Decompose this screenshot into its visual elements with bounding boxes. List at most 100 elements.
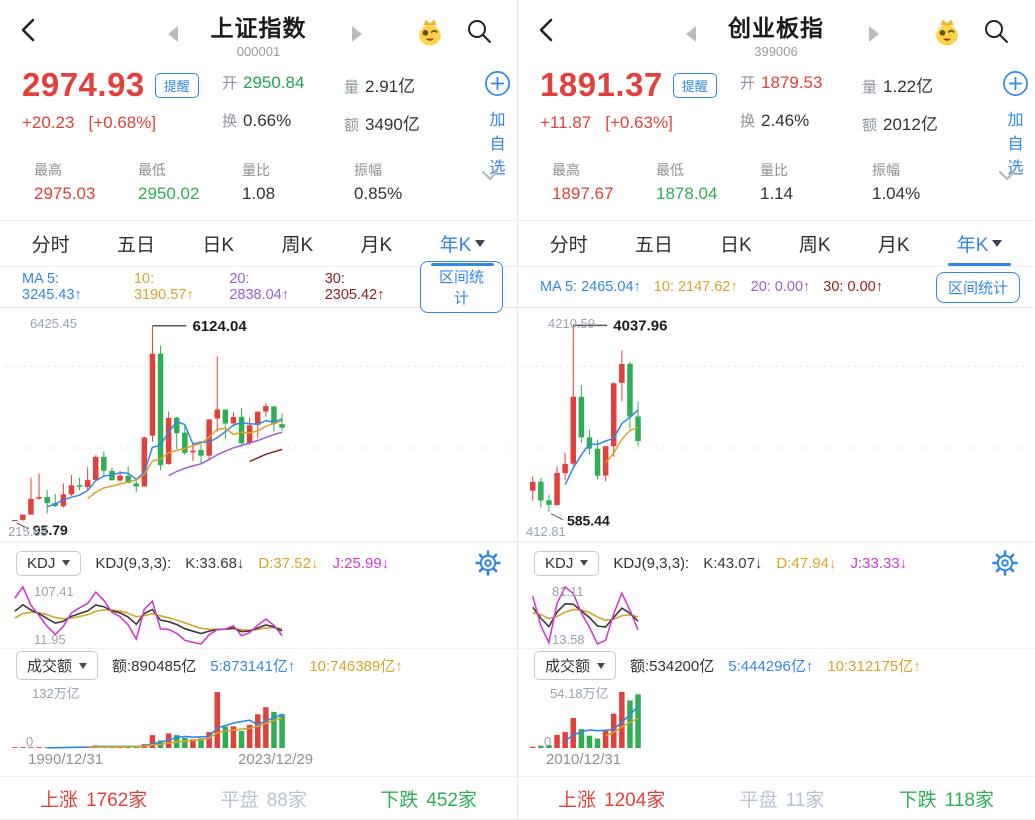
tab-minute[interactable]: 分时 bbox=[549, 235, 588, 256]
unchanged-label: 平盘 bbox=[220, 789, 259, 811]
price-change-pct: [+0.63%] bbox=[605, 113, 673, 132]
kdj-d-value: D:37.52↓ bbox=[258, 554, 319, 572]
kdj-chart[interactable] bbox=[0, 583, 517, 648]
turnover-value: 2.46% bbox=[761, 111, 810, 130]
assistant-emoji-icon[interactable] bbox=[932, 17, 962, 47]
header-bar: 创业板指 399006 bbox=[518, 0, 1034, 62]
kdj-j-value: J:33.33↓ bbox=[850, 554, 908, 572]
kdj-k-value: K:43.07↓ bbox=[703, 554, 763, 572]
next-index-icon[interactable] bbox=[869, 26, 879, 42]
ma-indicator-row: MA 5: 3245.43↑ 10: 3190.57↑ 20: 2838.04↑… bbox=[0, 261, 517, 313]
alert-button[interactable]: 提醒 bbox=[154, 72, 199, 98]
candlestick-chart[interactable]: 4037.96 585.44 bbox=[518, 308, 1034, 541]
advancers-label: 上涨 bbox=[558, 789, 597, 811]
open-value: 2950.84 bbox=[243, 73, 305, 92]
tab-weekly[interactable]: 周K bbox=[798, 235, 831, 256]
add-watchlist-button[interactable]: 加自选 bbox=[484, 66, 511, 177]
tab-yearly[interactable]: 年K bbox=[430, 221, 494, 266]
vol-ratio-label: 量比 bbox=[242, 162, 270, 178]
chevron-down-icon[interactable] bbox=[998, 170, 1016, 182]
amplitude-label: 振幅 bbox=[872, 162, 900, 178]
price-change: +20.23 bbox=[22, 113, 75, 132]
add-watchlist-label: 加自选 bbox=[489, 112, 506, 177]
volume-label: 量 bbox=[344, 79, 360, 96]
market-breadth-bar: 上涨 1762家 平盘 88家 下跌 452家 bbox=[0, 777, 517, 820]
quote-section: 1891.37 提醒 +11.87 [+0.63%] 开 1879.53 量 1.2… bbox=[518, 62, 1034, 177]
svg-text:95.79: 95.79 bbox=[33, 522, 68, 538]
tab-minute[interactable]: 分时 bbox=[31, 235, 70, 256]
quote-section: 2974.93 提醒 +20.23 [+0.68%] 开 2950.84 量 2.9… bbox=[0, 62, 517, 177]
settings-gear-icon[interactable] bbox=[992, 550, 1018, 576]
kdj-formula: KDJ(9,3,3): bbox=[95, 554, 172, 572]
turnover-label: 换 bbox=[740, 113, 756, 130]
index-code: 399006 bbox=[754, 44, 798, 59]
assistant-emoji-icon[interactable] bbox=[415, 17, 445, 47]
tab-daily[interactable]: 日K bbox=[720, 235, 752, 256]
price-change: +11.87 bbox=[540, 113, 592, 132]
back-icon[interactable] bbox=[536, 16, 556, 44]
low-label: 最低 bbox=[656, 162, 684, 178]
plus-circle-icon bbox=[1003, 71, 1028, 96]
unchanged-label: 平盘 bbox=[739, 789, 778, 811]
add-watchlist-button[interactable]: 加自选 bbox=[1002, 66, 1029, 177]
range-stats-button[interactable]: 区间统计 bbox=[420, 261, 503, 313]
dropdown-icon bbox=[580, 560, 589, 566]
ma5-value: MA 5: 2465.04↑ bbox=[540, 279, 641, 295]
indicator-select-button[interactable]: KDJ bbox=[534, 550, 600, 576]
search-icon[interactable] bbox=[982, 17, 1010, 45]
index-pane-right: 创业板指 399006 1891.37 提醒 +11.87 bbox=[517, 0, 1034, 820]
settings-gear-icon[interactable] bbox=[475, 550, 501, 576]
tab-weekly[interactable]: 周K bbox=[281, 235, 314, 256]
volume-select-button[interactable]: 成交额 bbox=[534, 651, 617, 680]
open-label: 开 bbox=[740, 75, 756, 92]
prev-index-icon[interactable] bbox=[686, 26, 696, 42]
turnover-label: 换 bbox=[222, 113, 238, 130]
tab-monthly[interactable]: 月K bbox=[877, 235, 910, 256]
index-title-block: 创业板指 399006 bbox=[728, 9, 824, 59]
tab-dropdown-icon bbox=[475, 240, 486, 247]
alert-button[interactable]: 提醒 bbox=[672, 72, 717, 98]
current-price: 1891.37 bbox=[540, 66, 663, 103]
ma-indicator-row: MA 5: 2465.04↑ 10: 2147.62↑ 20: 0.00↑ 30… bbox=[518, 267, 1034, 308]
start-date: 1990/12/31 bbox=[28, 751, 104, 768]
market-breadth-bar: 上涨 1204家 平盘 11家 下跌 118家 bbox=[518, 777, 1034, 820]
volume-value: 2.91亿 bbox=[365, 77, 416, 96]
chevron-down-icon[interactable] bbox=[481, 170, 499, 182]
svg-text:585.44: 585.44 bbox=[567, 513, 610, 529]
kdj-header: KDJ KDJ(9,3,3): K:33.68↓ D:37.52↓ J:25.9… bbox=[0, 542, 517, 583]
volume-chart[interactable] bbox=[518, 682, 1034, 750]
tab-5day[interactable]: 五日 bbox=[634, 235, 673, 256]
high-value: 1897.67 bbox=[552, 184, 614, 203]
ma30-value: 30: 2305.42↑ bbox=[324, 271, 385, 303]
indicator-select-button[interactable]: KDJ bbox=[16, 550, 82, 576]
ma5-value: MA 5: 3245.43↑ bbox=[22, 271, 82, 303]
tab-daily[interactable]: 日K bbox=[202, 235, 235, 256]
volume-select-button[interactable]: 成交额 bbox=[16, 651, 99, 680]
current-price: 2974.93 bbox=[22, 66, 145, 103]
tab-yearly[interactable]: 年K bbox=[947, 221, 1012, 266]
volume-label: 量 bbox=[862, 79, 878, 96]
period-tabs: 分时 五日 日K 周K 月K 年K bbox=[518, 220, 1034, 267]
high-value: 2975.03 bbox=[34, 184, 96, 203]
ma20-value: 20: 2838.04↑ bbox=[229, 271, 289, 303]
prev-index-icon[interactable] bbox=[168, 26, 178, 42]
next-index-icon[interactable] bbox=[352, 26, 362, 42]
dropdown-icon bbox=[597, 662, 606, 669]
ma10-value: 10: 2147.62↑ bbox=[653, 279, 738, 295]
index-name: 上证指数 bbox=[210, 15, 307, 41]
tab-5day[interactable]: 五日 bbox=[117, 235, 156, 256]
tab-monthly[interactable]: 月K bbox=[360, 235, 393, 256]
advancers-label: 上涨 bbox=[40, 789, 79, 811]
candlestick-chart[interactable]: 6124.04 95.79 bbox=[0, 308, 517, 541]
search-icon[interactable] bbox=[465, 17, 493, 45]
back-icon[interactable] bbox=[18, 16, 38, 44]
kdj-d-value: D:47.94↓ bbox=[776, 554, 837, 572]
quote-secondary-stats: 最高 2975.03 最低 2950.02 量比 1.08 振幅 0.85% bbox=[0, 158, 517, 220]
kdj-chart-area: 107.41 11.95 bbox=[0, 583, 517, 649]
tab-dropdown-icon bbox=[992, 240, 1003, 247]
high-label: 最高 bbox=[552, 162, 580, 178]
kdj-chart[interactable] bbox=[518, 583, 1034, 648]
range-stats-button[interactable]: 区间统计 bbox=[935, 271, 1020, 303]
volume-chart[interactable] bbox=[0, 682, 517, 750]
